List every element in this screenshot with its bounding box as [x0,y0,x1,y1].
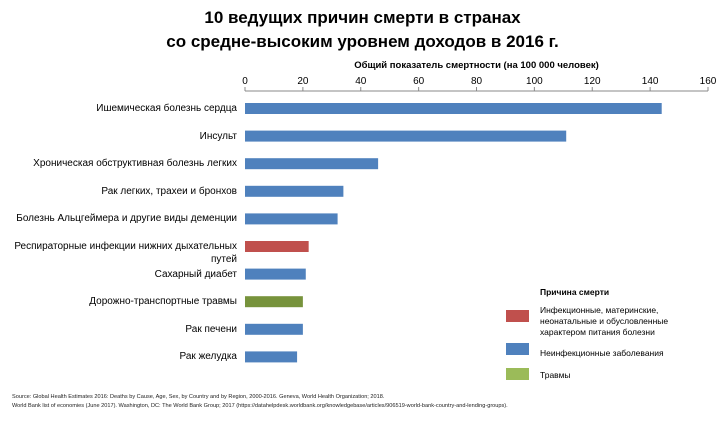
legend-swatch-injury [506,368,529,380]
category-label: Рак желудка [179,351,237,363]
x-tick-label: 120 [583,76,601,87]
bar [245,296,303,308]
bar [245,351,298,363]
category-label: Ишемическая болезнь сердца [96,103,237,114]
bar [245,103,662,114]
bar [245,323,303,335]
category-label: Респираторные инфекции нижних дыхательны… [14,240,237,265]
bar [245,241,309,252]
x-tick-label: 140 [641,76,659,87]
category-label: Дорожно-транспортные травмы [89,296,237,308]
x-tick-label: 20 [297,76,309,87]
bar [245,130,567,142]
x-tick-label: 100 [526,76,543,87]
category-label: Рак легких, трахеи и бронхов [101,185,237,197]
chart-subtitle: со средне-высоким уровнем доходов в 2016… [166,32,559,51]
legend-swatch-ncd [506,343,529,355]
category-label: Инсульт [199,130,237,142]
x-tick-label: 80 [470,76,483,87]
bar [245,185,344,197]
x-axis-label: Общий показатель смертности (на 100 000 … [354,60,599,71]
legend-label-infectious: Инфекционные, материнские, неонатальные … [540,305,669,337]
legend-label-injury: Травмы [540,370,571,380]
legend-title: Причина смерти [540,287,610,297]
category-label: Хроническая обструктивная болезнь легких [33,158,237,170]
category-label: Рак печени [185,323,237,335]
x-tick-label: 40 [355,76,367,87]
bar [245,158,379,170]
legend-label-ncd: Неинфекционные заболевания [540,348,664,358]
category-label: Сахарный диабет [154,268,237,280]
category-label: Болезнь Альцгеймера и другие виды деменц… [16,213,237,225]
bar [245,268,306,280]
chart-title: 10 ведущих причин смерти в странах [204,8,521,27]
x-tick-label: 0 [242,76,248,87]
source-note-line2: World Bank list of economies (June 2017)… [12,403,508,409]
bar [245,213,338,225]
x-tick-label: 60 [413,76,425,87]
source-note-line1: Source: Global Health Estimates 2016: De… [12,394,385,400]
x-tick-label: 160 [699,76,717,87]
legend-swatch-infectious [506,310,529,322]
